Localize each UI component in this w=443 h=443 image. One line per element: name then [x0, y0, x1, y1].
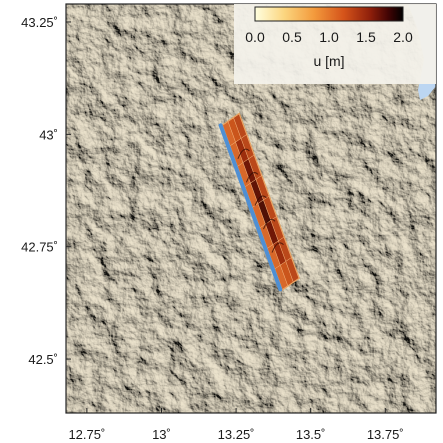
x-tick-label-0: 12.75˚	[68, 427, 105, 442]
slip-contour	[263, 218, 276, 230]
x-tick-label-3: 13.5˚	[296, 427, 326, 442]
y-tick-label-2: 42.75˚	[21, 240, 58, 255]
fault-patch	[285, 257, 300, 283]
fault-surface-trace	[218, 123, 283, 292]
y-tick-label-0: 43.25˚	[21, 15, 58, 30]
slip-contour	[245, 172, 259, 183]
colorbar-ticks: 0.0 0.5 1.0 1.5 2.0	[245, 29, 413, 45]
y-tick-label-3: 42.5˚	[28, 352, 58, 367]
colorbar-tick-1: 0.5	[282, 29, 302, 45]
x-tick-label-1: 13˚	[152, 427, 171, 442]
x-tick-label-2: 13.25˚	[218, 427, 255, 442]
colorbar-tick-2: 1.0	[319, 29, 339, 45]
colorbar: 0.0 0.5 1.0 1.5 2.0 u [m]	[234, 4, 436, 84]
colorbar-tick-0: 0.0	[245, 29, 265, 45]
slip-contour	[254, 195, 267, 206]
fault-slip-model	[218, 112, 300, 292]
colorbar-gradient	[254, 6, 404, 22]
y-tick-label-1: 43˚	[39, 127, 58, 142]
colorbar-label: u [m]	[313, 53, 344, 69]
slip-contour	[237, 148, 250, 160]
colorbar-tick-4: 2.0	[393, 29, 413, 45]
map-axes: 12.75˚ 13˚ 13.25˚ 13.5˚ 13.75˚ 43.25˚ 43˚ 42.75…	[21, 15, 404, 442]
colorbar-tick-3: 1.5	[356, 29, 376, 45]
x-tick-label-4: 13.75˚	[367, 427, 404, 442]
slip-contour	[271, 242, 284, 253]
